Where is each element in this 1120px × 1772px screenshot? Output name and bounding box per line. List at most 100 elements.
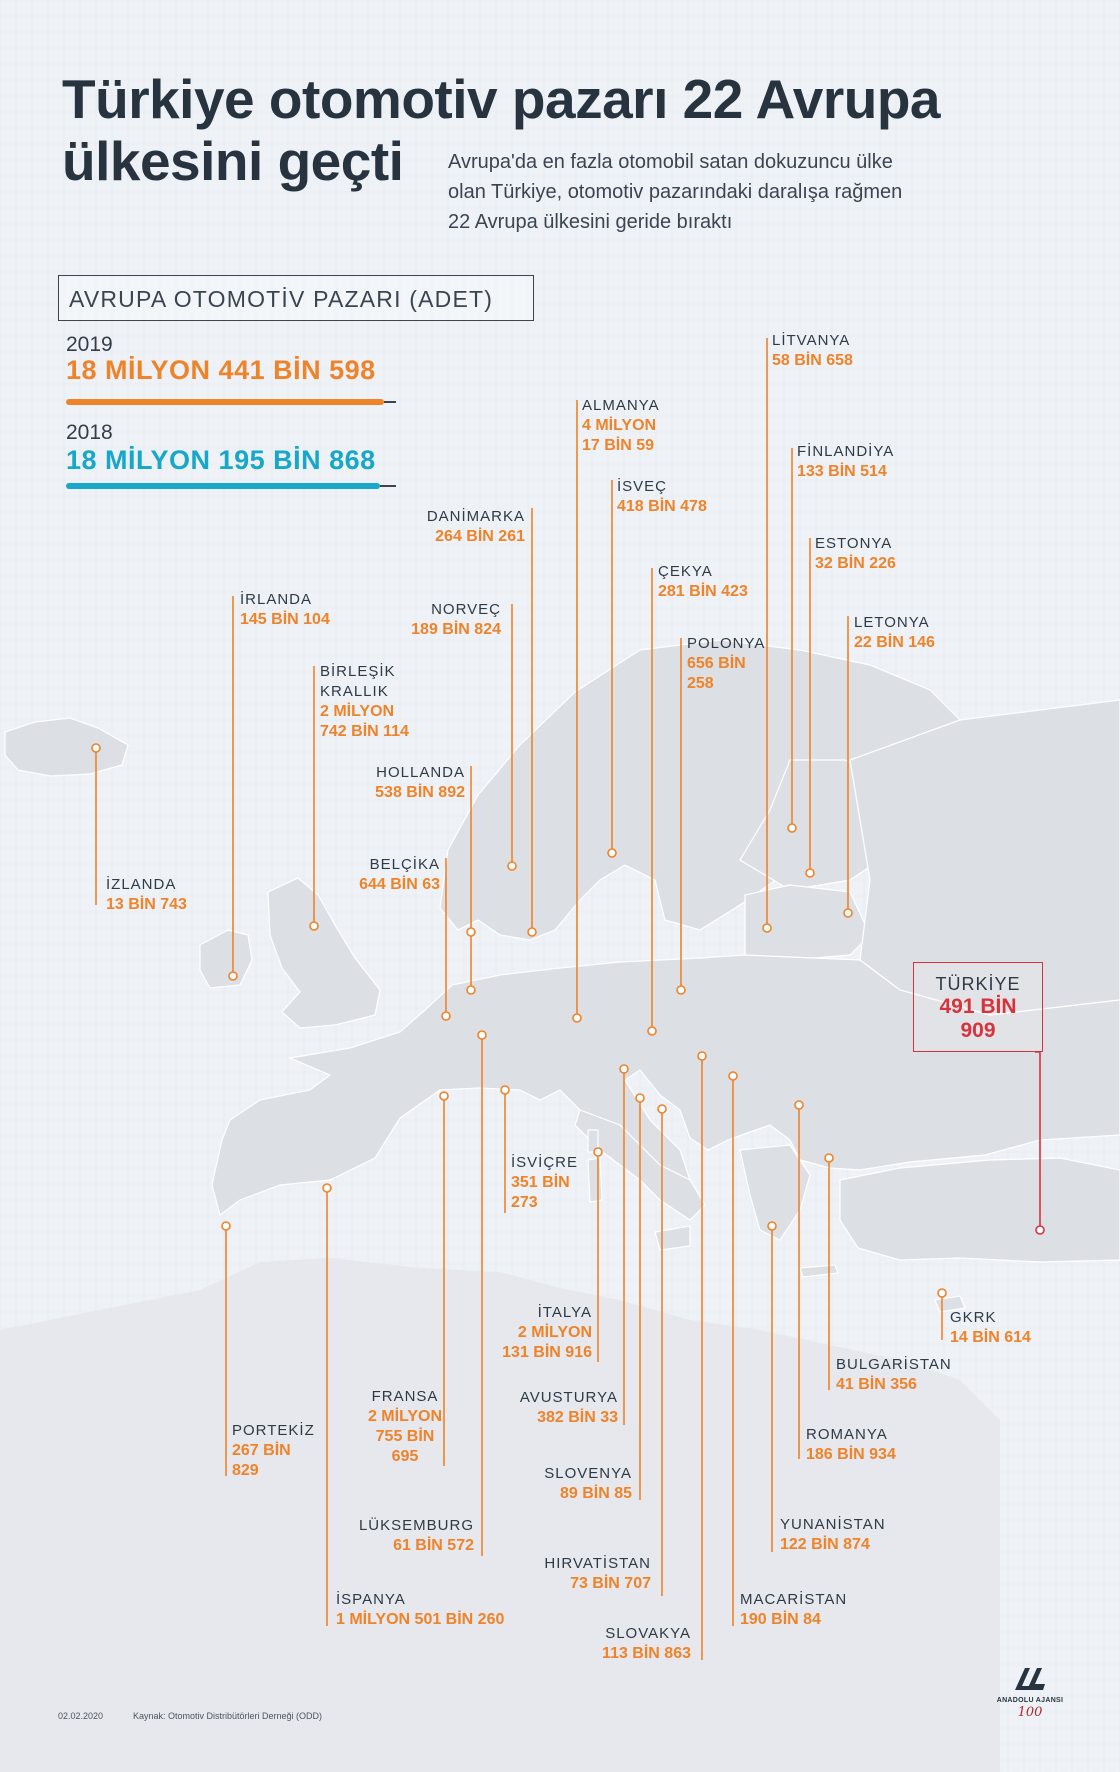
country-value: 2 MİLYON <box>320 703 395 720</box>
country-value: 829 <box>232 1462 259 1479</box>
country-value: 73 BİN 707 <box>570 1575 651 1592</box>
location-marker <box>322 1183 332 1193</box>
country-name: LÜKSEMBURG <box>358 1517 474 1534</box>
country-value: 909 <box>960 1019 996 1042</box>
location-marker <box>91 743 101 753</box>
label-isvicre: İSVİÇRE 351 BİN 273 <box>511 1153 578 1213</box>
location-marker <box>477 1030 487 1040</box>
label-slovenya: SLOVENYA 89 BİN 85 <box>520 1464 632 1504</box>
location-marker <box>619 1064 629 1074</box>
label-norvec: NORVEÇ 189 BİN 824 <box>385 600 501 640</box>
legend-heading-box: AVRUPA OTOMOTİV PAZARI (ADET) <box>58 275 534 321</box>
label-turkiye: TÜRKİYE 491 BİN 909 <box>913 962 1043 1052</box>
location-marker-turkiye <box>1035 1225 1045 1235</box>
country-name: İRLANDA <box>240 591 313 608</box>
aa-logo-icon <box>1015 1668 1045 1690</box>
legend-heading: AVRUPA OTOMOTİV PAZARI (ADET) <box>69 286 494 312</box>
footer-source: Kaynak: Otomotiv Distribütörleri Derneği… <box>133 1711 323 1721</box>
location-marker <box>309 921 319 931</box>
country-value: 1 MİLYON 501 BİN 260 <box>336 1611 505 1628</box>
label-luksemburg: LÜKSEMBURG 61 BİN 572 <box>344 1516 474 1556</box>
continent-shape <box>211 954 1120 1217</box>
country-value: 351 BİN <box>511 1174 570 1191</box>
location-marker <box>607 848 617 858</box>
location-marker <box>500 1085 510 1095</box>
country-name: ROMANYA <box>806 1426 888 1443</box>
north-africa-shape <box>0 1258 1000 1772</box>
country-name: TÜRKİYE <box>935 974 1021 994</box>
country-value: 695 <box>391 1448 419 1465</box>
main-title: Türkiye otomotiv pazarı 22 Avrupa ülkesi… <box>62 68 941 192</box>
country-name: HIRVATİSTAN <box>544 1555 651 1572</box>
country-value: 418 BİN 478 <box>617 498 707 515</box>
year-2018-label: 2018 <box>66 421 113 444</box>
bar-2018-track <box>379 485 396 487</box>
country-name: İSVİÇRE <box>511 1154 579 1171</box>
country-value: 61 BİN 572 <box>393 1537 474 1554</box>
location-marker <box>676 985 686 995</box>
location-marker <box>787 823 797 833</box>
country-name: NORVEÇ <box>431 601 501 618</box>
greece-shape <box>739 1144 811 1241</box>
total-2019: 18 MİLYON 441 BİN 598 <box>66 355 376 385</box>
country-name: PORTEKİZ <box>232 1422 315 1439</box>
country-name: BELÇİKA <box>369 856 440 873</box>
country-value: 267 BİN <box>232 1442 291 1459</box>
location-marker <box>593 1147 603 1157</box>
country-value: 189 BİN 824 <box>411 621 501 638</box>
bar-2018 <box>66 483 380 489</box>
iceland-shape <box>4 717 129 777</box>
country-value: 186 BİN 934 <box>806 1446 896 1463</box>
ireland-shape <box>199 929 253 989</box>
country-value: 258 <box>687 675 714 692</box>
label-almanya: ALMANYA 4 MİLYON 17 BİN 59 <box>582 396 660 456</box>
country-value: 41 BİN 356 <box>836 1376 917 1393</box>
location-marker <box>657 1104 667 1114</box>
label-danimarka: DANİMARKA 264 BİN 261 <box>405 507 525 547</box>
anadolu-ajansi-logo: ANADOLU AJANSI 100 <box>995 1666 1065 1720</box>
label-avusturya: AVUSTURYA 382 BİN 33 <box>490 1388 618 1428</box>
country-name: LİTVANYA <box>772 332 851 349</box>
country-name: SLOVAKYA <box>605 1625 691 1642</box>
location-marker <box>466 985 476 995</box>
location-marker <box>937 1288 947 1298</box>
country-name: FRANSA <box>371 1388 439 1405</box>
country-value: 131 BİN 916 <box>502 1344 592 1361</box>
label-gkrk: GKRK 14 BİN 614 <box>950 1308 1031 1348</box>
country-name: DANİMARKA <box>426 508 525 525</box>
country-value: 113 BİN 863 <box>602 1645 691 1662</box>
location-marker <box>221 1221 231 1231</box>
year-2019-label: 2019 <box>66 333 113 356</box>
country-name: İSVEÇ <box>617 478 668 495</box>
label-izlanda: İZLANDA 13 BİN 743 <box>106 875 187 915</box>
label-belcika: BELÇİKA 644 BİN 63 <box>330 855 440 895</box>
label-irlanda: İRLANDA 145 BİN 104 <box>240 590 330 630</box>
country-name: İZLANDA <box>106 876 177 893</box>
country-value: 13 BİN 743 <box>106 896 187 913</box>
country-value: 264 BİN 261 <box>435 528 525 545</box>
country-value: 190 BİN 84 <box>740 1611 821 1628</box>
location-marker <box>697 1051 707 1061</box>
sicily-shape <box>654 1225 691 1251</box>
label-fransa: FRANSA 2 MİLYON 755 BİN 695 <box>355 1387 455 1467</box>
location-marker <box>635 1093 645 1103</box>
country-name: MACARİSTAN <box>740 1591 848 1608</box>
footer-date: 02.02.2020 <box>58 1711 104 1721</box>
country-name: ESTONYA <box>815 535 893 552</box>
label-hollanda: HOLLANDA 538 BİN 892 <box>355 763 465 803</box>
label-litvanya: LİTVANYA 58 BİN 658 <box>772 331 853 371</box>
country-value: 538 BİN 892 <box>375 784 465 801</box>
country-name: YUNANİSTAN <box>780 1516 886 1533</box>
country-name: ALMANYA <box>582 397 660 414</box>
logo-100: 100 <box>1017 1705 1043 1720</box>
country-value: 22 BİN 146 <box>854 634 935 651</box>
label-bulgaristan: BULGARİSTAN 41 BİN 356 <box>836 1355 952 1395</box>
label-letonya: LETONYA 22 BİN 146 <box>854 613 935 653</box>
country-name: SLOVENYA <box>544 1465 632 1482</box>
country-value: 4 MİLYON <box>582 417 657 434</box>
country-value: 89 BİN 85 <box>559 1485 632 1502</box>
location-marker <box>794 1100 804 1110</box>
country-name: ÇEKYA <box>658 563 713 580</box>
